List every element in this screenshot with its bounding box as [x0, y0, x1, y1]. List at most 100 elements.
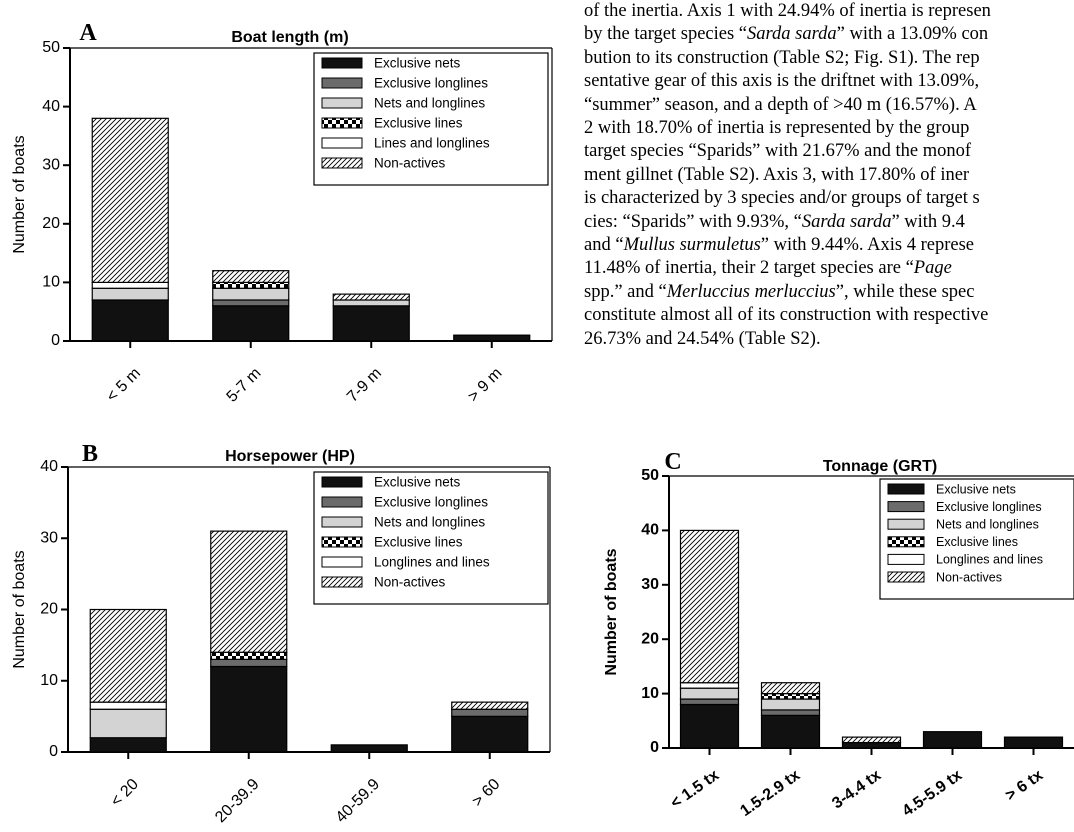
legend-swatch [321, 97, 363, 109]
bar-segment [451, 715, 529, 753]
y-tick-label: 40 [40, 458, 58, 475]
bar-segment [922, 731, 983, 749]
legend-entry: Exclusive lines [374, 116, 463, 131]
panel-letter: A [79, 20, 97, 46]
legend-entry: Exclusive lines [374, 535, 463, 550]
y-axis-label: Number of boats [603, 548, 620, 675]
x-tick-label: 4.5-5.9 tx [899, 767, 965, 820]
x-tick-label: 1.5-2.9 tx [737, 767, 803, 820]
bar-segment [679, 682, 740, 689]
bar-segment [451, 708, 529, 717]
paper-text-line: target species “Sparids” with 21.67% and… [584, 141, 972, 162]
paper-text-line: and “Mullus surmuletus” with 9.44%. Axis… [584, 235, 975, 256]
legend-entry: Exclusive longlines [936, 500, 1042, 514]
legend-swatch [321, 117, 363, 129]
x-tick-label: < 5 m [103, 365, 144, 406]
legend-entry: Nets and longlines [374, 515, 485, 530]
bar-segment [679, 687, 740, 700]
legend-entry: Exclusive nets [936, 482, 1016, 496]
bar-segment [332, 305, 410, 342]
paper-text-line: 2 with 18.70% of inertia is represented … [584, 118, 970, 139]
bar-segment [679, 529, 740, 684]
legend-entry: Exclusive nets [374, 475, 461, 490]
legend: Exclusive nets Exclusive longlines Nets an… [879, 478, 1074, 600]
paper-text-line: sentative gear of this axis is the drift… [584, 71, 980, 92]
bar-segment [212, 287, 290, 301]
paper-text-line: cies: “Sparids” with 9.93%, “Sarda sarda… [584, 211, 965, 232]
y-tick-label: 30 [641, 576, 659, 593]
paper-text-line: ment gillnet (Table S2). Axis 3, with 17… [584, 164, 970, 185]
legend-swatch [321, 157, 363, 169]
bar-segment [89, 608, 167, 703]
bar-segment [91, 281, 169, 289]
legend-swatch [321, 57, 363, 69]
bar-segment [210, 651, 288, 660]
y-tick-label: 0 [51, 332, 60, 349]
bar-segment [760, 714, 821, 749]
bar-segment [679, 698, 740, 706]
legend-entry: Exclusive longlines [374, 76, 488, 91]
bar-segment [451, 701, 529, 710]
legend-entry: Exclusive nets [374, 56, 461, 71]
chart-panel-b: B Horsepower (HP) 0 10 20 30 40 Number of boats… [11, 441, 551, 826]
bar-segment [212, 305, 290, 342]
bar-segment [89, 701, 167, 710]
bar-segment [91, 117, 169, 284]
legend-swatch [887, 501, 925, 513]
x-tick-label: 3-4.4 tx [829, 767, 884, 813]
y-tick-label: 40 [42, 98, 60, 115]
legend-swatch [321, 576, 363, 588]
legend-swatch [321, 137, 363, 149]
x-tick-label: 7-9 m [344, 365, 385, 406]
bar-segment [210, 665, 288, 753]
y-axis-label: Number of boats [11, 135, 28, 253]
y-tick-label: 30 [42, 156, 60, 173]
legend-entry: Nets and longlines [936, 517, 1039, 531]
bar-segment [1003, 736, 1064, 749]
legend-swatch [887, 518, 925, 530]
bar-segment [210, 530, 288, 653]
x-tick-label: 40-59.9 [333, 776, 383, 826]
x-tick-label: 5-7 m [224, 365, 265, 406]
bar-segment [841, 736, 902, 744]
legend-entry: Non-actives [374, 575, 446, 590]
y-tick-label: 20 [42, 215, 60, 232]
paper-text-line: “summer” season, and a depth of >40 m (1… [584, 94, 977, 115]
x-tick-label: > 60 [469, 776, 503, 810]
y-tick-label: 10 [641, 685, 659, 702]
legend-swatch [321, 556, 363, 568]
chart-panel-a: A Boat length (m) 0 10 20 30 40 50 Number of boa… [11, 20, 553, 406]
bar-segment [453, 334, 531, 342]
legend-swatch [321, 536, 363, 548]
legend: Exclusive nets Exclusive longlines Nets an… [313, 52, 549, 186]
paper-text-line: bution to its construction (Table S2; Fi… [584, 47, 980, 68]
legend-entry: Longlines and lines [374, 555, 490, 570]
legend-swatch [887, 536, 925, 548]
y-tick-label: 20 [641, 630, 659, 647]
x-tick-label: < 20 [108, 776, 142, 810]
paper-text-line: is characterized by 3 species and/or gro… [584, 188, 980, 209]
legend-swatch [321, 476, 363, 488]
y-tick-label: 20 [40, 601, 58, 618]
bar-segment [841, 741, 902, 749]
x-tick-label: > 6 tx [1003, 767, 1047, 805]
legend-entry: Non-actives [936, 570, 1002, 584]
x-tick-label: > 9 m [465, 365, 506, 406]
bar-segment [760, 682, 821, 695]
legend-entry: Lines and longlines [374, 136, 490, 151]
legend-entry: Exclusive longlines [374, 495, 488, 510]
bar-segment [91, 299, 169, 342]
legend-entry: Non-actives [374, 156, 446, 171]
legend-swatch [887, 553, 925, 565]
bar-segment [91, 287, 169, 301]
y-tick-label: 30 [40, 529, 58, 546]
bar-segment [212, 281, 290, 289]
y-axis-label: Number of boats [11, 550, 28, 668]
legend-swatch [321, 496, 363, 508]
paper-text-line: 11.48% of inertia, their 2 target specie… [584, 258, 952, 279]
paper-body-text: of the inertia. Axis 1 with 24.94% of in… [584, 0, 1074, 430]
legend-entry: Nets and longlines [374, 96, 485, 111]
paper-text-line: by the target species “Sarda sarda” with… [584, 24, 989, 45]
paper-text-line: of the inertia. Axis 1 with 24.94% of in… [584, 1, 991, 21]
chart-title: Tonnage (GRT) [823, 458, 937, 475]
